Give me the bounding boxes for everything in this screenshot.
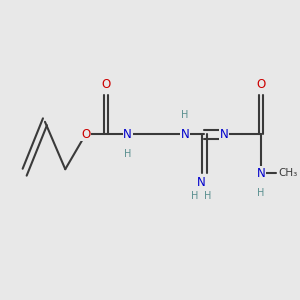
Text: H: H [257, 188, 265, 198]
Text: H: H [190, 191, 198, 201]
Text: H: H [204, 191, 212, 201]
Text: O: O [101, 78, 110, 91]
Text: N: N [123, 128, 132, 141]
Text: N: N [181, 128, 189, 141]
Text: N: N [196, 176, 206, 189]
Text: O: O [256, 78, 266, 91]
Text: H: H [124, 148, 131, 159]
Text: CH₃: CH₃ [278, 168, 298, 178]
Text: N: N [220, 128, 228, 141]
Text: O: O [81, 128, 90, 141]
Text: H: H [182, 110, 189, 120]
Text: N: N [257, 167, 266, 180]
